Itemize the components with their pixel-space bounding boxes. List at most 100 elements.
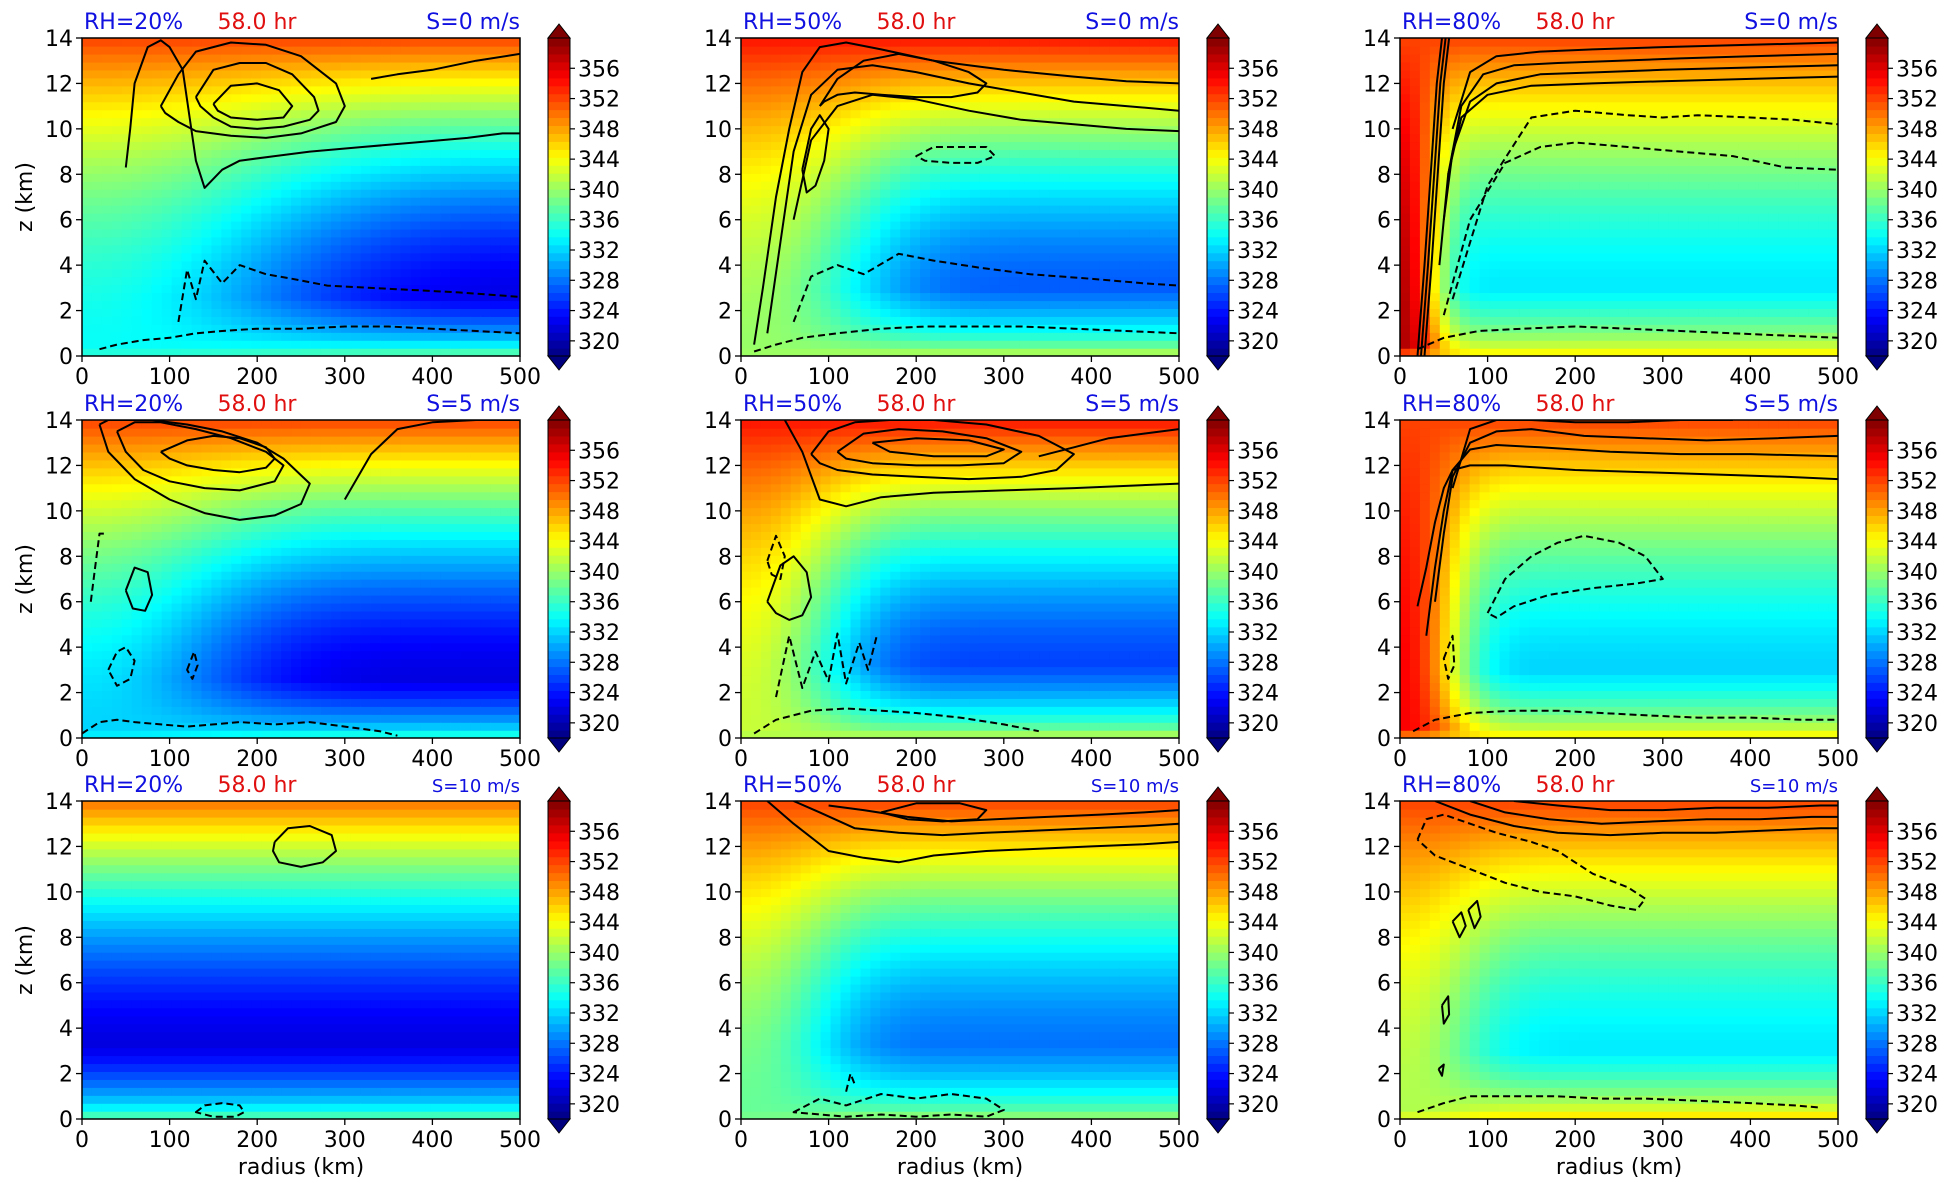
heatmap-cell	[301, 340, 312, 349]
heatmap-cell	[1589, 69, 1600, 79]
heatmap-cell	[910, 324, 921, 333]
heatmap-cell	[1009, 149, 1021, 158]
heatmap-cell	[741, 101, 752, 111]
heatmap-cell	[770, 157, 782, 166]
heatmap-cell	[360, 173, 372, 182]
colorbar-segment	[548, 324, 570, 333]
heatmap-cell	[1648, 181, 1660, 190]
heatmap-cell	[1708, 252, 1720, 262]
heatmap-cell	[1658, 300, 1670, 309]
heatmap-cell	[1589, 292, 1600, 302]
heatmap-cell	[920, 149, 931, 158]
heatmap-cell	[171, 181, 183, 190]
heatmap-cell	[151, 268, 163, 278]
heatmap-cell	[1479, 157, 1491, 166]
heatmap-cell	[1648, 268, 1660, 278]
heatmap-cell	[430, 348, 442, 356]
heatmap-cell	[420, 181, 432, 190]
heatmap-cell	[340, 252, 352, 262]
heatmap-cell	[940, 38, 951, 47]
heatmap-cell	[760, 173, 772, 182]
heatmap-cell	[1089, 173, 1101, 182]
heatmap-cell	[830, 85, 842, 95]
heatmap-cell	[231, 125, 242, 135]
heatmap-cell	[999, 173, 1011, 182]
heatmap-cell	[1599, 292, 1610, 302]
heatmap-cell	[310, 141, 322, 150]
heatmap-cell	[1089, 236, 1101, 246]
heatmap-cell	[370, 109, 382, 119]
heatmap-cell	[201, 45, 213, 55]
heatmap-cell	[790, 109, 802, 119]
heatmap-cell	[131, 228, 143, 238]
heatmap-cell	[420, 133, 432, 143]
heatmap-cell	[1529, 260, 1541, 270]
heatmap-cell	[1029, 69, 1041, 79]
heatmap-cell	[161, 300, 173, 309]
heatmap-cell	[1129, 332, 1140, 341]
heatmap-cell	[370, 157, 382, 166]
heatmap-cell	[1559, 220, 1570, 230]
heatmap-cell	[430, 308, 442, 317]
heatmap-cell	[930, 69, 941, 79]
heatmap-cell	[1149, 181, 1160, 190]
heatmap-cell	[1459, 38, 1471, 47]
heatmap-cell	[790, 332, 802, 341]
heatmap-cell	[1039, 93, 1051, 103]
heatmap-cell	[211, 77, 223, 87]
heatmap-cell	[1119, 93, 1130, 103]
heatmap-cell	[1019, 173, 1031, 182]
heatmap-cell	[1039, 197, 1051, 206]
heatmap-cell	[231, 117, 242, 127]
heatmap-cell	[1459, 276, 1471, 286]
heatmap-cell	[271, 292, 282, 302]
heatmap-cell	[330, 228, 342, 238]
heatmap-cell	[121, 228, 133, 238]
heatmap-cell	[1668, 332, 1680, 341]
heatmap-cell	[450, 348, 461, 356]
heatmap-cell	[930, 212, 941, 222]
heatmap-cell	[900, 189, 911, 198]
heatmap-cell	[760, 292, 772, 302]
heatmap-cell	[860, 292, 872, 302]
heatmap-cell	[760, 276, 772, 286]
heatmap-cell	[1469, 348, 1481, 356]
heatmap-cell	[1698, 348, 1710, 356]
heatmap-cell	[1499, 197, 1511, 206]
heatmap-cell	[390, 93, 402, 103]
heatmap-cell	[930, 204, 941, 214]
heatmap-cell	[1139, 300, 1150, 309]
heatmap-cell	[350, 133, 362, 143]
heatmap-cell	[211, 236, 223, 246]
heatmap-cell	[1658, 260, 1670, 270]
heatmap-cell	[1589, 85, 1600, 95]
heatmap-cell	[470, 189, 481, 198]
heatmap-cell	[281, 236, 292, 246]
heatmap-cell	[1479, 260, 1491, 270]
heatmap-cell	[301, 252, 312, 262]
heatmap-cell	[790, 85, 802, 95]
heatmap-cell	[261, 93, 272, 103]
heatmap-cell	[1049, 220, 1061, 230]
heatmap-cell	[1619, 292, 1630, 302]
heatmap-cell	[1109, 77, 1120, 87]
heatmap-cell	[1419, 197, 1431, 206]
heatmap-cell	[790, 268, 802, 278]
heatmap-cell	[360, 157, 372, 166]
colorbar-tick-label: 332	[1237, 239, 1279, 264]
heatmap-cell	[101, 173, 113, 182]
heatmap-cell	[940, 228, 951, 238]
heatmap-cell	[1549, 141, 1560, 150]
heatmap-cell	[840, 77, 852, 87]
colorbar-segment	[548, 284, 570, 293]
heatmap-cell	[880, 181, 892, 190]
heatmap-cell	[1589, 157, 1600, 166]
heatmap-cell	[1400, 93, 1411, 103]
heatmap-cell	[291, 165, 302, 174]
heatmap-cell	[1169, 268, 1179, 278]
heatmap-cell	[1499, 173, 1511, 182]
heatmap-cell	[1569, 53, 1580, 63]
heatmap-cell	[1119, 316, 1130, 325]
heatmap-cell	[770, 109, 782, 119]
heatmap-cell	[470, 85, 481, 95]
